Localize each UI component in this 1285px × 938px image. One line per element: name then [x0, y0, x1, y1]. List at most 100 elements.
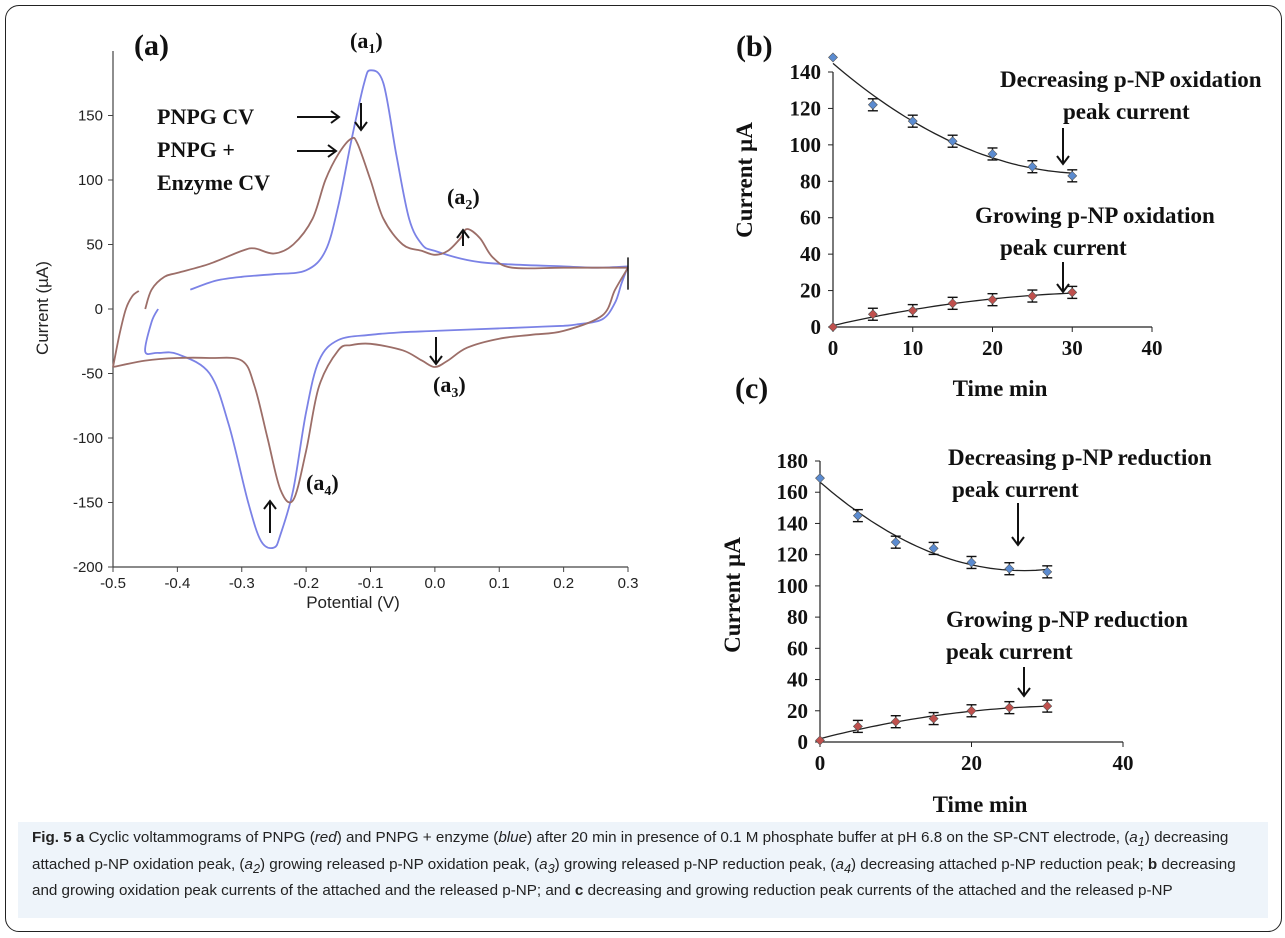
pb-point	[987, 149, 998, 159]
pb-point	[1027, 291, 1038, 301]
panel-a-series-2	[144, 136, 628, 310]
arrow-pnpg-cv	[297, 110, 341, 124]
pc-point	[890, 537, 901, 548]
arrow-c-growing	[1017, 667, 1031, 698]
panel-a-x-tick-label: 0.0	[424, 575, 445, 592]
panel-a-y-tick-label: 150	[78, 108, 103, 125]
c-decreasing-label-2: peak current	[952, 477, 1079, 502]
panel-c-ylabel: Current µA	[720, 537, 745, 653]
pc-point	[1042, 701, 1053, 712]
pb-y-tick-label: 60	[800, 206, 821, 230]
panel-a-x-tick-label: 0.2	[553, 575, 574, 592]
arrow-a2-up	[456, 228, 470, 246]
panel-c-tick-labels: 0 20 40 60 80 100 120 140 160 180 0 20 40	[777, 449, 1134, 775]
pb-y-tick-label: 80	[800, 169, 821, 193]
caption-text-9: decreasing and growing reduction peak cu…	[583, 882, 1173, 900]
caption-a3: a3	[539, 855, 555, 876]
figure-caption-box: Fig. 5 a Cyclic voltammograms of PNPG (r…	[18, 822, 1268, 918]
panel-a-x-tick-label: 0.3	[618, 575, 639, 592]
figure-frame	[5, 5, 1282, 932]
panel-a-curves	[112, 69, 629, 550]
pc-y-tick-label: 20	[787, 699, 808, 723]
pb-point	[947, 136, 958, 147]
panel-c-points	[815, 473, 1053, 746]
pc-point	[966, 557, 977, 568]
annotation-a1: (a1)	[350, 28, 383, 57]
pc-y-tick-label: 0	[798, 730, 809, 754]
pc-point	[890, 716, 901, 727]
pb-x-tick-label: 30	[1062, 336, 1083, 360]
panel-a-x-tick-label: -0.2	[293, 575, 319, 592]
caption-text-2: ) and PNPG + enzyme (	[336, 829, 499, 846]
pc-point	[1004, 563, 1015, 574]
caption-part-b: b	[1147, 855, 1158, 873]
panel-b-chart: 0 20 40 60 80 100 120 140 0 10 20 30 40 Time min Cur…	[732, 30, 1262, 401]
pb-x-tick-label: 20	[982, 336, 1003, 360]
pc-x-tick-label: 40	[1113, 751, 1134, 775]
caption-text-1: Cyclic voltammograms of PNPG (	[84, 829, 315, 846]
pb-point	[1067, 287, 1078, 298]
caption-fig-label: Fig. 5	[32, 829, 72, 846]
pb-point	[987, 294, 998, 305]
panel-a-tick-labels: -0.5 -0.4 -0.3 -0.2 -0.1 0.0 0.1 0.2 0.3 -200 -150…	[73, 108, 638, 593]
panel-b-xlabel: Time min	[953, 376, 1048, 401]
pb-point	[867, 309, 878, 320]
pc-point	[1042, 566, 1053, 577]
b-decreasing-label-2: peak current	[1063, 99, 1190, 124]
pc-y-tick-label: 80	[787, 605, 808, 629]
caption-part-c: c	[574, 882, 584, 900]
pb-point	[828, 322, 838, 332]
pc-y-tick-label: 160	[777, 480, 809, 504]
arrows-panel-a	[263, 103, 470, 533]
c-growing-label-1: Growing p-NP reduction	[946, 607, 1188, 632]
annotation-a3: (a3)	[433, 372, 466, 401]
caption-text-7: ) decreasing attached p-NP reduction pea…	[850, 855, 1148, 873]
pb-x-tick-label: 40	[1142, 336, 1163, 360]
pc-point	[815, 473, 825, 484]
pc-y-tick-label: 100	[777, 574, 809, 598]
panel-a-series-0	[189, 69, 629, 291]
pc-point	[852, 510, 863, 521]
pc-y-tick-label: 120	[777, 543, 809, 567]
panel-a-x-tick-label: -0.4	[164, 575, 190, 592]
pb-x-tick-label: 0	[828, 336, 839, 360]
pb-point	[907, 305, 918, 316]
label-pnpg-cv: PNPG CV	[157, 104, 254, 129]
arrow-b-decreasing	[1056, 128, 1070, 166]
panel-a-label: (a)	[134, 29, 169, 62]
pc-point	[928, 543, 939, 554]
panel-c-axes	[815, 460, 1124, 747]
caption-text-3: ) after 20 min in presence of 0.1 M phos…	[527, 829, 1130, 846]
pc-x-tick-label: 0	[815, 751, 826, 775]
pb-x-tick-label: 10	[902, 336, 923, 360]
b-decreasing-label-1: Decreasing p-NP oxidation	[1000, 67, 1262, 92]
panel-c-label: (c)	[735, 372, 768, 405]
panel-a-series-1	[144, 266, 629, 550]
caption-blue: blue	[498, 829, 528, 846]
pb-y-tick-label: 120	[790, 96, 822, 120]
panel-a-x-tick-label: -0.1	[358, 575, 384, 592]
pb-point	[907, 116, 918, 127]
c-growing-label-2: peak current	[946, 639, 1073, 664]
panel-b-ylabel: Current µA	[732, 122, 757, 238]
panel-c-chart: 0 20 40 60 80 100 120 140 160 180 0 20 40 Time min C…	[720, 372, 1212, 817]
panel-a-x-tick-label: 0.1	[489, 575, 510, 592]
caption-a2: a2	[244, 855, 260, 876]
pc-point	[928, 713, 939, 724]
pc-x-tick-label: 20	[961, 751, 982, 775]
pb-point	[828, 52, 838, 63]
arrow-a3-down	[429, 337, 443, 366]
pb-point	[867, 99, 878, 110]
pb-point	[1027, 161, 1038, 172]
pb-point	[947, 298, 958, 309]
panel-a-ylabel: Current (µA)	[33, 261, 52, 355]
panel-a-y-tick-label: -200	[73, 559, 103, 576]
panel-a-y-tick-label: -150	[73, 495, 103, 512]
caption-text-8: decreasing and growing oxidation peak cu…	[32, 855, 1236, 900]
panel-a-x-tick-label: -0.3	[229, 575, 255, 592]
caption-a1: a1	[1129, 829, 1145, 850]
caption-text-5: ) growing released p-NP oxidation peak, …	[259, 855, 540, 873]
figure-caption: Fig. 5 a Cyclic voltammograms of PNPG (r…	[32, 827, 1264, 902]
pc-point	[852, 721, 863, 732]
